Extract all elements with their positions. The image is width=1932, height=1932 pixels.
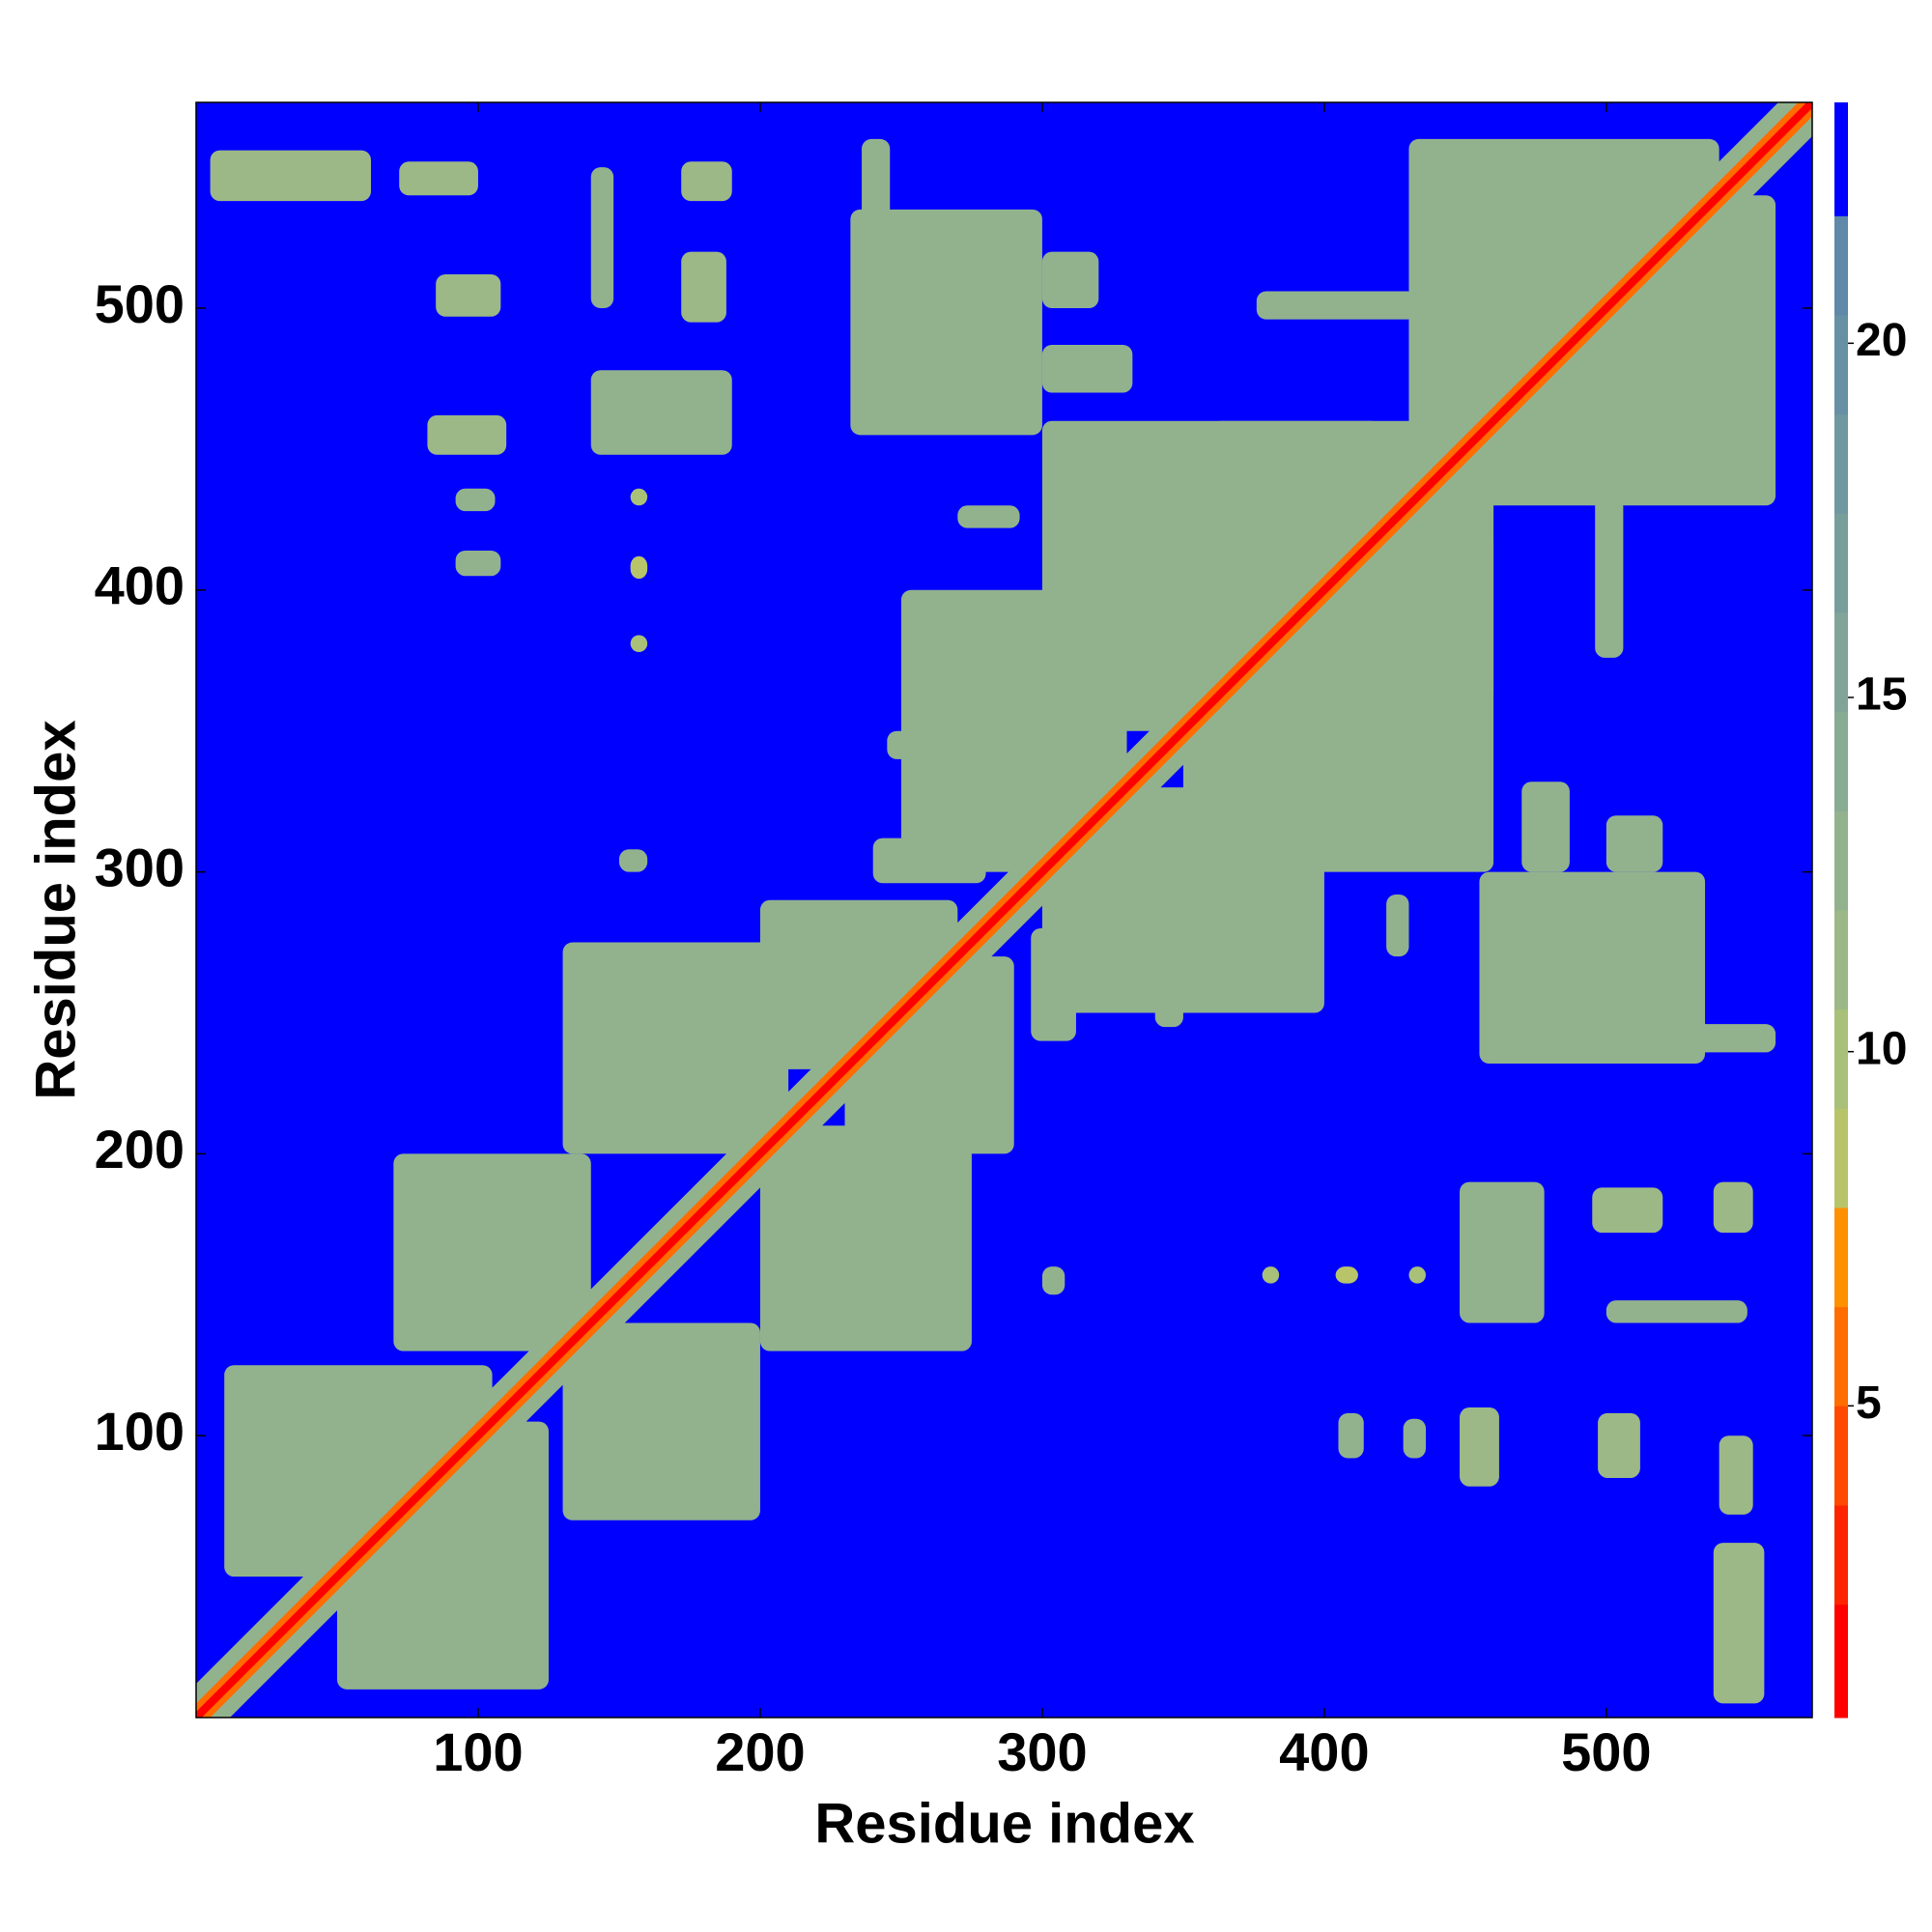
colorbar-level bbox=[1834, 102, 1848, 216]
heatmap-region bbox=[399, 161, 478, 196]
heatmap-region bbox=[1719, 1435, 1753, 1515]
heatmap-region bbox=[224, 1365, 493, 1577]
heatmap-region bbox=[455, 550, 501, 577]
heatmap-region bbox=[1154, 990, 1183, 1028]
heatmap-region bbox=[1598, 1412, 1640, 1478]
heatmap-region bbox=[630, 488, 648, 506]
heatmap-region bbox=[1460, 1181, 1545, 1323]
colorbar-level bbox=[1834, 910, 1848, 1010]
heatmap-region bbox=[1713, 1181, 1753, 1234]
heatmap-region bbox=[630, 555, 648, 580]
colorbar-tick-label: 5 bbox=[1856, 1378, 1882, 1429]
heatmap-region bbox=[957, 505, 1020, 528]
heatmap-region bbox=[1408, 138, 1719, 449]
colorbar-level bbox=[1834, 612, 1848, 713]
heatmap-region bbox=[872, 838, 986, 884]
colorbar-level bbox=[1834, 711, 1848, 811]
x-tick-label: 100 bbox=[433, 1721, 523, 1782]
heatmap-region bbox=[1605, 1024, 1776, 1053]
plot-frame bbox=[195, 101, 1813, 1719]
heatmap-region bbox=[862, 138, 891, 309]
heatmap-region bbox=[681, 251, 726, 323]
heatmap-region bbox=[1041, 1266, 1065, 1295]
colorbar-level bbox=[1834, 1009, 1848, 1109]
y-tick-label: 200 bbox=[95, 1119, 185, 1179]
heatmap-region bbox=[1386, 894, 1409, 957]
colorbar: 5 10 15 20 bbox=[1834, 102, 1907, 1719]
heatmap-region bbox=[1338, 1412, 1364, 1459]
heatmap-region bbox=[562, 942, 789, 1154]
colorbar-level bbox=[1834, 413, 1848, 514]
heatmap-region bbox=[618, 849, 648, 872]
heatmap-region bbox=[1335, 1266, 1358, 1284]
x-tick-label: 500 bbox=[1561, 1721, 1651, 1782]
plot-area bbox=[196, 102, 1812, 1718]
heatmap-region bbox=[590, 370, 732, 455]
x-tick-label: 400 bbox=[1279, 1721, 1369, 1782]
heatmap-region bbox=[1408, 1266, 1426, 1284]
heatmap-region bbox=[887, 730, 924, 759]
diagonal-band bbox=[196, 102, 1812, 1718]
heatmap-region bbox=[1479, 871, 1706, 1065]
heatmap-region bbox=[850, 209, 1042, 436]
y-tick-label: 500 bbox=[95, 273, 185, 334]
heatmap-region bbox=[1403, 1418, 1426, 1459]
heatmap-region bbox=[590, 167, 614, 309]
colorbar-level bbox=[1834, 1604, 1848, 1719]
x-tick-label: 300 bbox=[997, 1721, 1087, 1782]
colorbar-level bbox=[1834, 1406, 1848, 1506]
heatmap-region bbox=[1256, 291, 1418, 320]
y-tick-label: 300 bbox=[95, 837, 185, 897]
heatmap-region bbox=[681, 161, 732, 202]
heatmap-region bbox=[1460, 1407, 1499, 1487]
y-tick-label: 100 bbox=[95, 1401, 185, 1462]
x-tick-label: 200 bbox=[715, 1721, 805, 1782]
y-tick-label: 400 bbox=[95, 555, 185, 616]
heatmap-region bbox=[1595, 497, 1624, 658]
heatmap-region bbox=[1211, 420, 1452, 647]
heatmap-region bbox=[1605, 815, 1663, 872]
colorbar-tick-label: 10 bbox=[1856, 1023, 1907, 1074]
heatmap-region bbox=[1262, 1266, 1280, 1284]
colorbar-level bbox=[1834, 1108, 1848, 1208]
heatmap-region bbox=[1031, 927, 1076, 1041]
heatmap-region bbox=[1041, 251, 1099, 309]
colorbar-level bbox=[1834, 1208, 1848, 1308]
heatmap-region bbox=[1605, 1300, 1747, 1323]
heatmap-region bbox=[393, 1153, 591, 1351]
y-axis-label: Residue index bbox=[24, 720, 87, 1099]
heatmap-region bbox=[759, 1125, 972, 1351]
colorbar-level bbox=[1834, 1505, 1848, 1605]
x-axis-label: Residue index bbox=[814, 1792, 1194, 1855]
heatmap-region bbox=[1521, 781, 1570, 872]
heatmap-region bbox=[210, 150, 372, 202]
colorbar-level bbox=[1834, 513, 1848, 613]
axes: 100 200 300 400 500 100 200 300 400 500 bbox=[95, 101, 1813, 1782]
colorbar-level bbox=[1834, 810, 1848, 911]
heatmap-region bbox=[436, 273, 501, 317]
heatmap-region bbox=[630, 635, 648, 653]
heatmap-region bbox=[427, 414, 507, 455]
colorbar-level bbox=[1834, 315, 1848, 415]
colorbar-tick-label: 15 bbox=[1856, 669, 1907, 721]
heatmap-region bbox=[562, 1322, 760, 1520]
heatmap-region bbox=[1592, 1187, 1663, 1234]
colorbar-level bbox=[1834, 1306, 1848, 1406]
colorbar-tick-label: 20 bbox=[1856, 315, 1907, 366]
heatmap-region bbox=[1713, 1543, 1765, 1704]
heatmap-region bbox=[1041, 344, 1133, 393]
heatmap-region bbox=[455, 488, 496, 512]
colorbar-level bbox=[1834, 215, 1848, 316]
